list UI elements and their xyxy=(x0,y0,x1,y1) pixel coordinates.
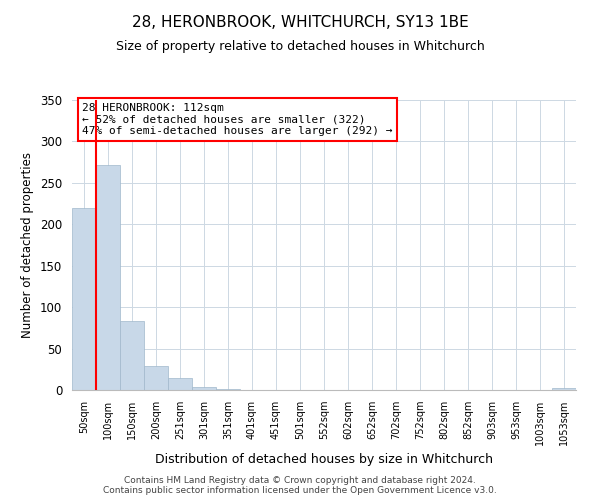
Y-axis label: Number of detached properties: Number of detached properties xyxy=(22,152,34,338)
Bar xyxy=(168,378,192,390)
Text: Size of property relative to detached houses in Whitchurch: Size of property relative to detached ho… xyxy=(116,40,484,53)
Text: Contains HM Land Registry data © Crown copyright and database right 2024.
Contai: Contains HM Land Registry data © Crown c… xyxy=(103,476,497,495)
Bar xyxy=(96,164,120,390)
Bar xyxy=(192,386,216,390)
Text: 28 HERONBROOK: 112sqm
← 52% of detached houses are smaller (322)
47% of semi-det: 28 HERONBROOK: 112sqm ← 52% of detached … xyxy=(82,103,392,136)
Bar xyxy=(216,389,240,390)
Bar xyxy=(552,388,576,390)
Bar xyxy=(120,321,144,390)
Bar xyxy=(144,366,168,390)
X-axis label: Distribution of detached houses by size in Whitchurch: Distribution of detached houses by size … xyxy=(155,454,493,466)
Bar xyxy=(72,208,96,390)
Text: 28, HERONBROOK, WHITCHURCH, SY13 1BE: 28, HERONBROOK, WHITCHURCH, SY13 1BE xyxy=(131,15,469,30)
